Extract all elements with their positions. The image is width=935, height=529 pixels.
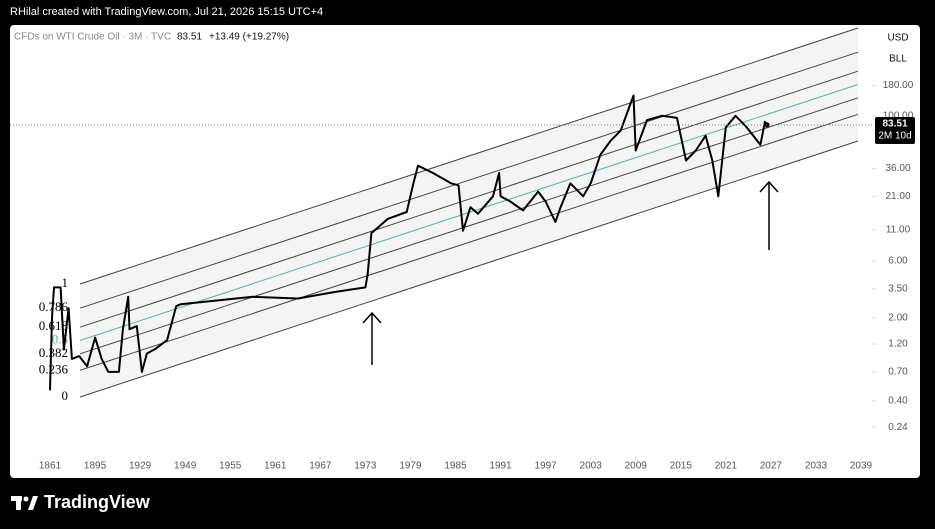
y-tick-label: 21.00 [885, 191, 910, 202]
x-tick-label: 1961 [264, 461, 287, 472]
change: +13.49 (+19.27%) [209, 32, 289, 43]
x-tick-label: 1929 [129, 461, 152, 472]
channel-label: 0 [62, 388, 69, 403]
y-tick-label: 180.00 [883, 80, 914, 91]
x-tick-label: 1861 [39, 461, 62, 472]
price-label: 83.51 [882, 119, 907, 130]
y-tick-label: 2.00 [888, 312, 908, 323]
x-tick-label: 1973 [354, 461, 377, 472]
x-tick-label: 1949 [174, 461, 197, 472]
y-tick-label: 0.40 [888, 395, 908, 406]
currency: USD [887, 33, 908, 44]
x-tick-label: 2033 [805, 461, 828, 472]
x-tick-label: 2003 [580, 461, 603, 472]
x-tick-label: 1967 [309, 461, 332, 472]
x-tick-label: 1997 [534, 461, 557, 472]
unit: BLL [889, 54, 907, 65]
y-tick-label: 6.00 [888, 256, 908, 267]
channel-line [79, 97, 859, 355]
x-tick-label: 1985 [444, 461, 467, 472]
brand-logo [11, 496, 38, 510]
y-tick-label: 36.00 [885, 163, 910, 174]
channel-label: 1 [62, 275, 69, 290]
channel-label: 0.618 [39, 318, 68, 333]
channel-label: 0.236 [39, 361, 69, 376]
symbol: CFDs on WTI Crude Oil · 3M · TVC [14, 32, 171, 43]
channel-line [79, 113, 859, 371]
y-tick-label: 100.00 [883, 110, 914, 121]
x-tick-label: 2015 [670, 461, 693, 472]
y-tick-label: 1.20 [888, 339, 908, 350]
x-tick-label: 1991 [489, 461, 512, 472]
x-tick-label: 1895 [84, 461, 107, 472]
arrow [362, 180, 779, 365]
y-tick-label: 0.70 [888, 367, 908, 378]
channel-line [79, 27, 859, 285]
y-tick-label: 11.00 [886, 224, 911, 235]
channel-label: 0.382 [39, 345, 68, 360]
x-tick-label: 1979 [399, 461, 422, 472]
channel-line [79, 51, 859, 309]
attribution: RHilal created with TradingView.com, Jul… [10, 6, 323, 18]
last-value: 83.51 [177, 32, 202, 43]
y-tick-label: 0.24 [888, 422, 908, 433]
x-tick-label: 2021 [715, 461, 738, 472]
x-tick-label: 1955 [219, 461, 242, 472]
channel-line [79, 140, 859, 398]
last-point [764, 122, 770, 128]
countdown: 2M 10d [878, 131, 911, 142]
channel-line [79, 70, 859, 328]
price-line [49, 94, 768, 391]
y-tick-label: 3.50 [888, 283, 908, 294]
x-tick-label: 2039 [850, 461, 873, 472]
x-tick-label: 2009 [625, 461, 648, 472]
price-label-box [875, 117, 915, 145]
brand: TradingView [44, 492, 151, 512]
x-tick-label: 2027 [760, 461, 783, 472]
plot: 00.2360.3820.50.6180.7861180.00100.0036.… [10, 27, 915, 472]
